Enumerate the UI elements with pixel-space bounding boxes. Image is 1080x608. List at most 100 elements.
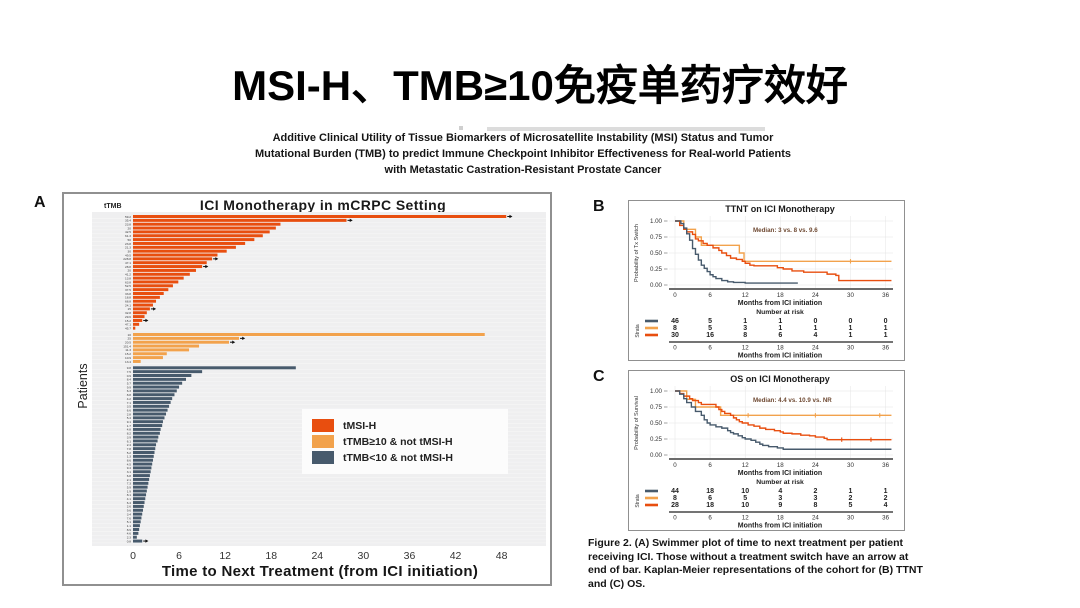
risk-count: 1 — [884, 332, 888, 339]
svg-text:3.1: 3.1 — [127, 470, 132, 474]
svg-text:6.8: 6.8 — [127, 474, 132, 478]
swimmer-bar — [133, 504, 144, 508]
swimmer-bar — [133, 257, 213, 261]
risk-count: 18 — [706, 488, 714, 495]
decorative-rule — [487, 127, 765, 131]
swimmer-bar — [133, 412, 167, 416]
svg-text:33.8: 33.8 — [125, 292, 131, 296]
svg-text:1.9: 1.9 — [127, 489, 132, 493]
svg-text:8.1: 8.1 — [127, 493, 132, 497]
swimmer-bar — [133, 381, 183, 385]
legend-swatch-tmb-low — [312, 451, 334, 464]
svg-text:9.9: 9.9 — [127, 385, 132, 389]
swimmer-bar — [133, 318, 143, 322]
swimmer-bar — [133, 265, 203, 269]
svg-text:6: 6 — [708, 292, 712, 299]
swimmer-bar — [133, 218, 347, 222]
swimmer-bar — [133, 431, 160, 435]
svg-text:6: 6 — [708, 462, 712, 469]
risk-count: 5 — [708, 325, 712, 332]
risk-count: 8 — [673, 325, 677, 332]
strata-label: Strata — [635, 494, 641, 508]
svg-text:8.6: 8.6 — [127, 459, 132, 463]
svg-text:1.7: 1.7 — [127, 424, 132, 428]
svg-text:15.2: 15.2 — [125, 352, 131, 356]
risk-count: 5 — [708, 318, 712, 325]
swimmer-bar — [133, 268, 196, 272]
swimmer-bar — [133, 535, 137, 539]
swimmer-bar — [133, 307, 150, 311]
svg-text:12: 12 — [742, 462, 749, 469]
svg-text:5.1: 5.1 — [127, 520, 132, 524]
swimmer-bar — [133, 447, 156, 451]
swimmer-bar — [133, 340, 229, 344]
svg-text:0.00: 0.00 — [650, 282, 663, 289]
swimmer-bar — [133, 344, 200, 348]
swimmer-bar — [133, 508, 143, 512]
swimmer-bar — [133, 326, 136, 330]
risk-count: 1 — [813, 325, 817, 332]
swimmer-bar — [133, 539, 143, 543]
svg-text:47.1: 47.1 — [125, 261, 131, 265]
risk-count: 0 — [849, 318, 853, 325]
svg-text:6.1: 6.1 — [127, 439, 132, 443]
svg-text:13.4: 13.4 — [125, 360, 131, 364]
legend-item-tmb-high: tTMB≥10 & not tMSI-H — [312, 435, 498, 448]
swimmer-bar — [133, 458, 153, 462]
swimmer-bar — [133, 516, 142, 520]
svg-text:0.75: 0.75 — [650, 404, 663, 411]
swimmer-bar — [133, 397, 173, 401]
svg-text:2.6: 2.6 — [127, 505, 132, 509]
risk-table-x-axis-label: Months from ICI initiation — [738, 353, 822, 360]
svg-text:20.5: 20.5 — [125, 341, 131, 345]
svg-text:4.2: 4.2 — [127, 397, 132, 401]
svg-text:15: 15 — [128, 307, 132, 311]
paper-title: Additive Clinical Utility of Tissue Biom… — [190, 131, 856, 179]
svg-text:24: 24 — [812, 345, 819, 352]
svg-text:151.4: 151.4 — [123, 344, 131, 348]
swimmer-bar — [133, 531, 139, 535]
swimmer-bar — [133, 377, 186, 381]
svg-text:41.2: 41.2 — [125, 273, 131, 277]
svg-text:5.2: 5.2 — [127, 451, 132, 455]
svg-text:9.1: 9.1 — [127, 420, 132, 424]
swimmer-bar — [133, 241, 246, 245]
swimmer-bar — [133, 311, 147, 315]
svg-text:30: 30 — [847, 292, 854, 299]
svg-text:20: 20 — [128, 269, 132, 273]
swimmer-bar — [133, 234, 263, 238]
swimmer-bar — [133, 400, 171, 404]
swimmer-bar — [133, 481, 149, 485]
swimmer-bar — [133, 322, 140, 326]
risk-count: 8 — [813, 502, 817, 509]
swimmer-bar — [133, 238, 255, 242]
svg-text:5.7: 5.7 — [127, 382, 132, 386]
svg-text:63.8: 63.8 — [125, 280, 131, 284]
svg-text:8.2: 8.2 — [127, 432, 132, 436]
svg-text:30: 30 — [128, 249, 132, 253]
svg-text:9.4: 9.4 — [127, 466, 132, 470]
risk-count: 10 — [741, 488, 749, 495]
km-curve — [675, 390, 892, 441]
risk-table-header: Number at risk — [756, 479, 804, 486]
svg-text:24: 24 — [311, 550, 323, 562]
svg-text:25: 25 — [128, 337, 132, 341]
svg-text:2.1: 2.1 — [127, 478, 132, 482]
svg-text:9.8: 9.8 — [127, 366, 132, 370]
legend-swatch-tmb-high — [312, 435, 334, 448]
risk-count: 6 — [708, 495, 712, 502]
km-y-axis-label: Probability of Tx Switch — [634, 224, 640, 282]
svg-text:23.8: 23.8 — [125, 223, 131, 227]
risk-count: 2 — [849, 495, 853, 502]
km-x-axis-label: Months from ICI initiation — [738, 470, 822, 477]
swimmer-bar — [133, 512, 143, 516]
swimmer-bar — [133, 253, 218, 257]
svg-text:18: 18 — [777, 462, 784, 469]
swimmer-bar — [133, 356, 163, 360]
svg-text:30: 30 — [358, 550, 370, 562]
swimmer-bar — [133, 359, 141, 363]
svg-text:18: 18 — [777, 515, 784, 522]
svg-text:6.3: 6.3 — [127, 389, 132, 393]
svg-text:8.4: 8.4 — [127, 378, 132, 382]
